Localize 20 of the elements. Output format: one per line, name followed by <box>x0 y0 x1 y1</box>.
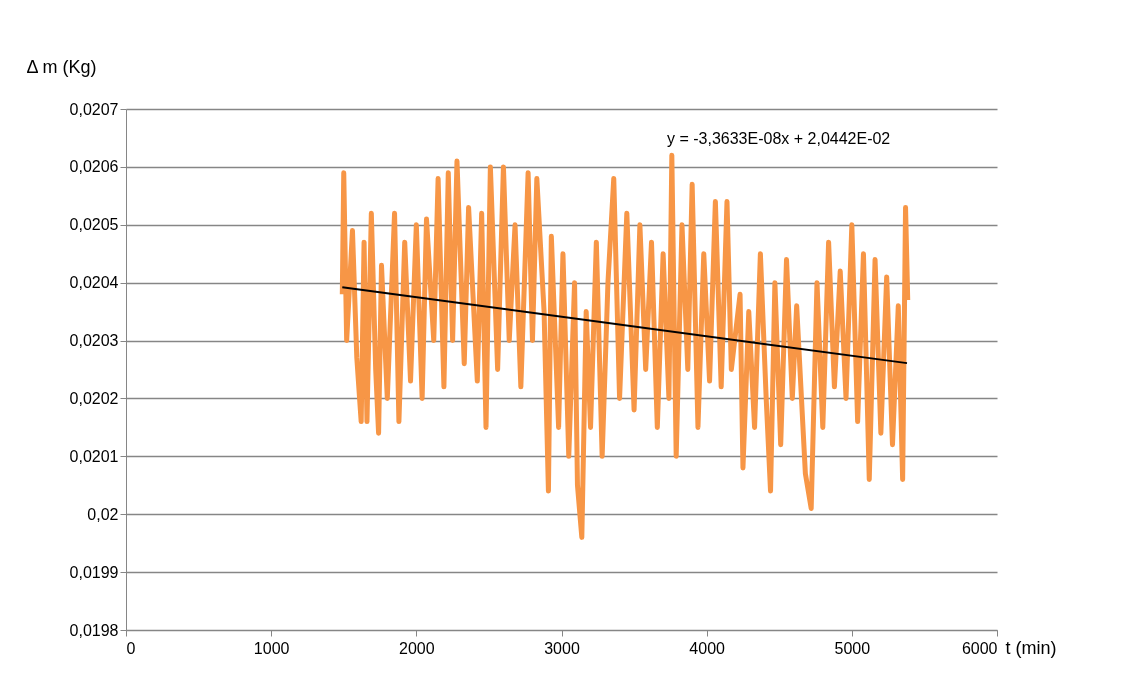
x-tick-label: 6000 <box>961 639 998 657</box>
x-tick-label: 3000 <box>544 639 580 657</box>
y-tick-label: 0,02 <box>87 505 119 523</box>
x-tick-label: 1000 <box>253 639 290 657</box>
x-tick-label: 0 <box>126 639 136 657</box>
y-axis-title: Δ m (Kg) <box>26 56 97 77</box>
y-tick-label: 0,0201 <box>69 447 119 465</box>
y-tick-label: 0,0206 <box>69 158 119 176</box>
annotation: y = -3,3633E-08x + 2,0442E-02 <box>667 130 891 147</box>
y-tick-label: 0,0198 <box>69 621 119 639</box>
y-tick-label: 0,0202 <box>69 389 119 407</box>
y-tick-label: 0,0207 <box>69 100 119 118</box>
y-tick-label: 0,0205 <box>69 216 119 234</box>
y-tick-label: 0,0204 <box>69 274 119 292</box>
y-tick-label: 0,0203 <box>69 332 119 350</box>
x-tick-label: 4000 <box>689 639 726 657</box>
x-tick-label: 5000 <box>834 639 871 657</box>
x-tick-label: 2000 <box>399 639 435 657</box>
x-axis-title: t (min) <box>1005 637 1057 658</box>
y-tick-label: 0,0199 <box>69 563 119 581</box>
